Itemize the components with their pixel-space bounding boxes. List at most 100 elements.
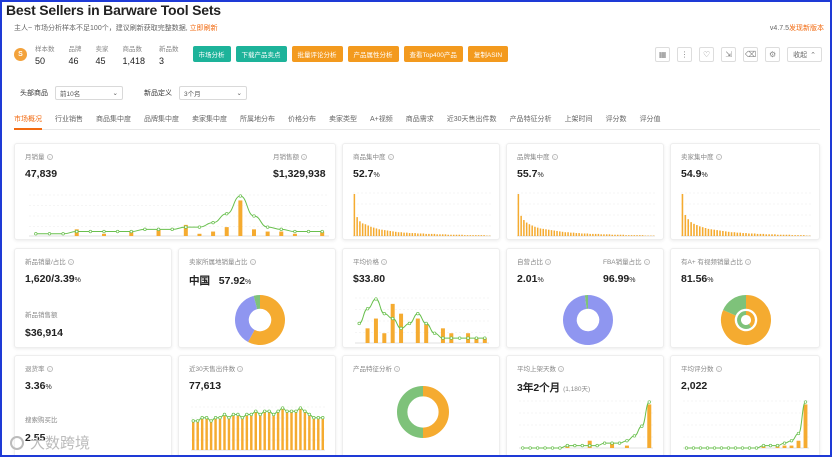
- chart-bar: [353, 194, 356, 236]
- tab-product-concentration[interactable]: 商品集中度: [96, 116, 131, 123]
- delete-icon[interactable]: ⌫: [743, 47, 759, 62]
- chart-bar: [789, 445, 794, 448]
- chart-point: [61, 232, 65, 236]
- chart-bar: [417, 233, 419, 236]
- refresh-link[interactable]: 立即刷新: [189, 25, 218, 32]
- settings-gear-icon[interactable]: ⚙: [765, 47, 781, 62]
- search-purchase-value: 2.55: [25, 432, 46, 444]
- chart-bar: [802, 235, 805, 236]
- self-operated-value: 2.01%: [517, 273, 544, 285]
- top-products-select[interactable]: 前10名 ⌄: [55, 86, 123, 100]
- tab-a-plus-video[interactable]: A+视频: [370, 116, 393, 123]
- chart-point: [249, 412, 253, 417]
- stats-row: S 样本数 50 品牌 46 卖家 45 商品数 1,418 新品数 3 市场分析 下载产…: [14, 40, 513, 68]
- stat-sellers: 卖家 45: [95, 45, 109, 66]
- market-analysis-button[interactable]: 市场分析: [192, 46, 231, 62]
- seller-concentration-value: 54.9%: [681, 168, 708, 180]
- self-operated-donut: [563, 295, 613, 345]
- chart-bar: [294, 411, 298, 450]
- seller-concentration-card: 卖家集中度? 54.9%: [670, 143, 820, 240]
- chart-bar: [267, 411, 271, 450]
- chart-bar: [753, 233, 756, 236]
- chart-bar: [553, 230, 556, 236]
- chart-bar: [531, 225, 533, 236]
- chart-point: [595, 443, 599, 448]
- chart-bar: [403, 232, 405, 236]
- chart-bar: [452, 234, 455, 236]
- more-vertical-icon[interactable]: ⋮: [677, 47, 693, 62]
- tab-rating-count[interactable]: 评分数: [605, 116, 627, 123]
- export-icon[interactable]: ⇲: [721, 47, 737, 62]
- product-concentration-card: 商品集中度? 52.7%: [342, 143, 500, 240]
- chart-bar: [791, 235, 794, 236]
- chart-point: [227, 416, 231, 420]
- chart-bar: [414, 233, 416, 236]
- help-icon: ?: [381, 259, 387, 266]
- tab-30day-sales-count[interactable]: 近30天售出件数: [446, 116, 497, 123]
- heart-icon[interactable]: ♡: [699, 47, 715, 62]
- chart-bar: [356, 217, 358, 236]
- monthly-revenue-label: 月销售额?: [273, 154, 307, 161]
- chart-point: [200, 416, 204, 420]
- chart-bar: [785, 234, 788, 236]
- chart-point: [211, 221, 215, 225]
- tab-location-distribution[interactable]: 所属地分布: [240, 116, 275, 123]
- chart-bar: [241, 417, 244, 450]
- tab-seller-concentration[interactable]: 卖家集中度: [192, 116, 227, 123]
- batch-review-analysis-button[interactable]: 批量评论分析: [291, 46, 343, 62]
- new-product-select[interactable]: 3个月 ⌄: [179, 86, 247, 100]
- tab-industry-sales[interactable]: 行业销售: [55, 116, 83, 123]
- product-attribute-analysis-button[interactable]: 产品属性分析: [347, 46, 399, 62]
- seller-location-value: 中国 57.92%: [189, 275, 252, 287]
- chart-bar: [719, 230, 721, 236]
- monthly-revenue-value: $1,329,938: [273, 168, 326, 180]
- chart-bar: [556, 230, 558, 236]
- chart-bar: [586, 233, 589, 236]
- chart-point: [197, 225, 202, 229]
- donut-slice: [422, 386, 449, 438]
- chart-bar: [716, 230, 718, 236]
- view-top400-button[interactable]: 查看Top400产品: [403, 46, 463, 62]
- chart-bar: [589, 233, 591, 236]
- chart-bar: [436, 234, 438, 236]
- help-icon: ?: [551, 154, 558, 161]
- chart-line: [35, 195, 323, 235]
- chart-point: [307, 412, 312, 417]
- collapse-button[interactable]: 收起 ⌃: [787, 47, 822, 62]
- tab-market-overview[interactable]: 市场概况: [14, 114, 42, 130]
- download-selling-points-button[interactable]: 下载产品卖点: [235, 46, 287, 62]
- new-version-link[interactable]: 发现新版本: [789, 25, 824, 32]
- chart-point: [726, 446, 731, 450]
- qr-code-icon[interactable]: ▦: [655, 47, 671, 62]
- tab-rating-value[interactable]: 评分值: [639, 116, 661, 123]
- chart-bar: [439, 234, 441, 236]
- chart-point: [316, 416, 320, 420]
- chart-bar: [693, 223, 695, 236]
- chart-bar: [480, 235, 483, 236]
- tab-product-feature-analysis[interactable]: 产品特征分析: [509, 116, 552, 123]
- chart-bar: [545, 229, 547, 236]
- tab-brand-concentration[interactable]: 品牌集中度: [144, 116, 179, 123]
- chart-bar: [455, 234, 458, 236]
- tab-product-demand[interactable]: 商品需求: [405, 116, 434, 123]
- chart-bar: [745, 233, 747, 236]
- tab-listing-time[interactable]: 上架时间: [564, 116, 593, 123]
- chart-bar: [308, 414, 311, 450]
- chart-bar: [724, 231, 727, 236]
- chart-bar: [794, 235, 796, 236]
- tab-price-distribution[interactable]: 价格分布: [288, 116, 316, 123]
- chart-bar: [469, 235, 472, 236]
- stat-new-products: 新品数 3: [159, 45, 179, 66]
- avg-rating-count-value: 2,022: [681, 380, 708, 392]
- copy-asin-button[interactable]: 复制ASIN: [467, 46, 509, 62]
- search-purchase-label: 搜索购买比: [25, 417, 58, 424]
- chart-bar: [475, 235, 477, 236]
- chart-point: [271, 412, 276, 417]
- donut-slice: [397, 386, 424, 438]
- tab-seller-type[interactable]: 卖家类型: [329, 116, 357, 123]
- toolbar-icons: ▦ ⋮ ♡ ⇲ ⌫ ⚙ 收起 ⌃: [648, 47, 822, 62]
- chart-point: [320, 229, 324, 234]
- chevron-down-icon: ⌄: [236, 90, 242, 97]
- chart-bar: [727, 231, 730, 236]
- monthly-sales-label: 月销量?: [25, 154, 53, 161]
